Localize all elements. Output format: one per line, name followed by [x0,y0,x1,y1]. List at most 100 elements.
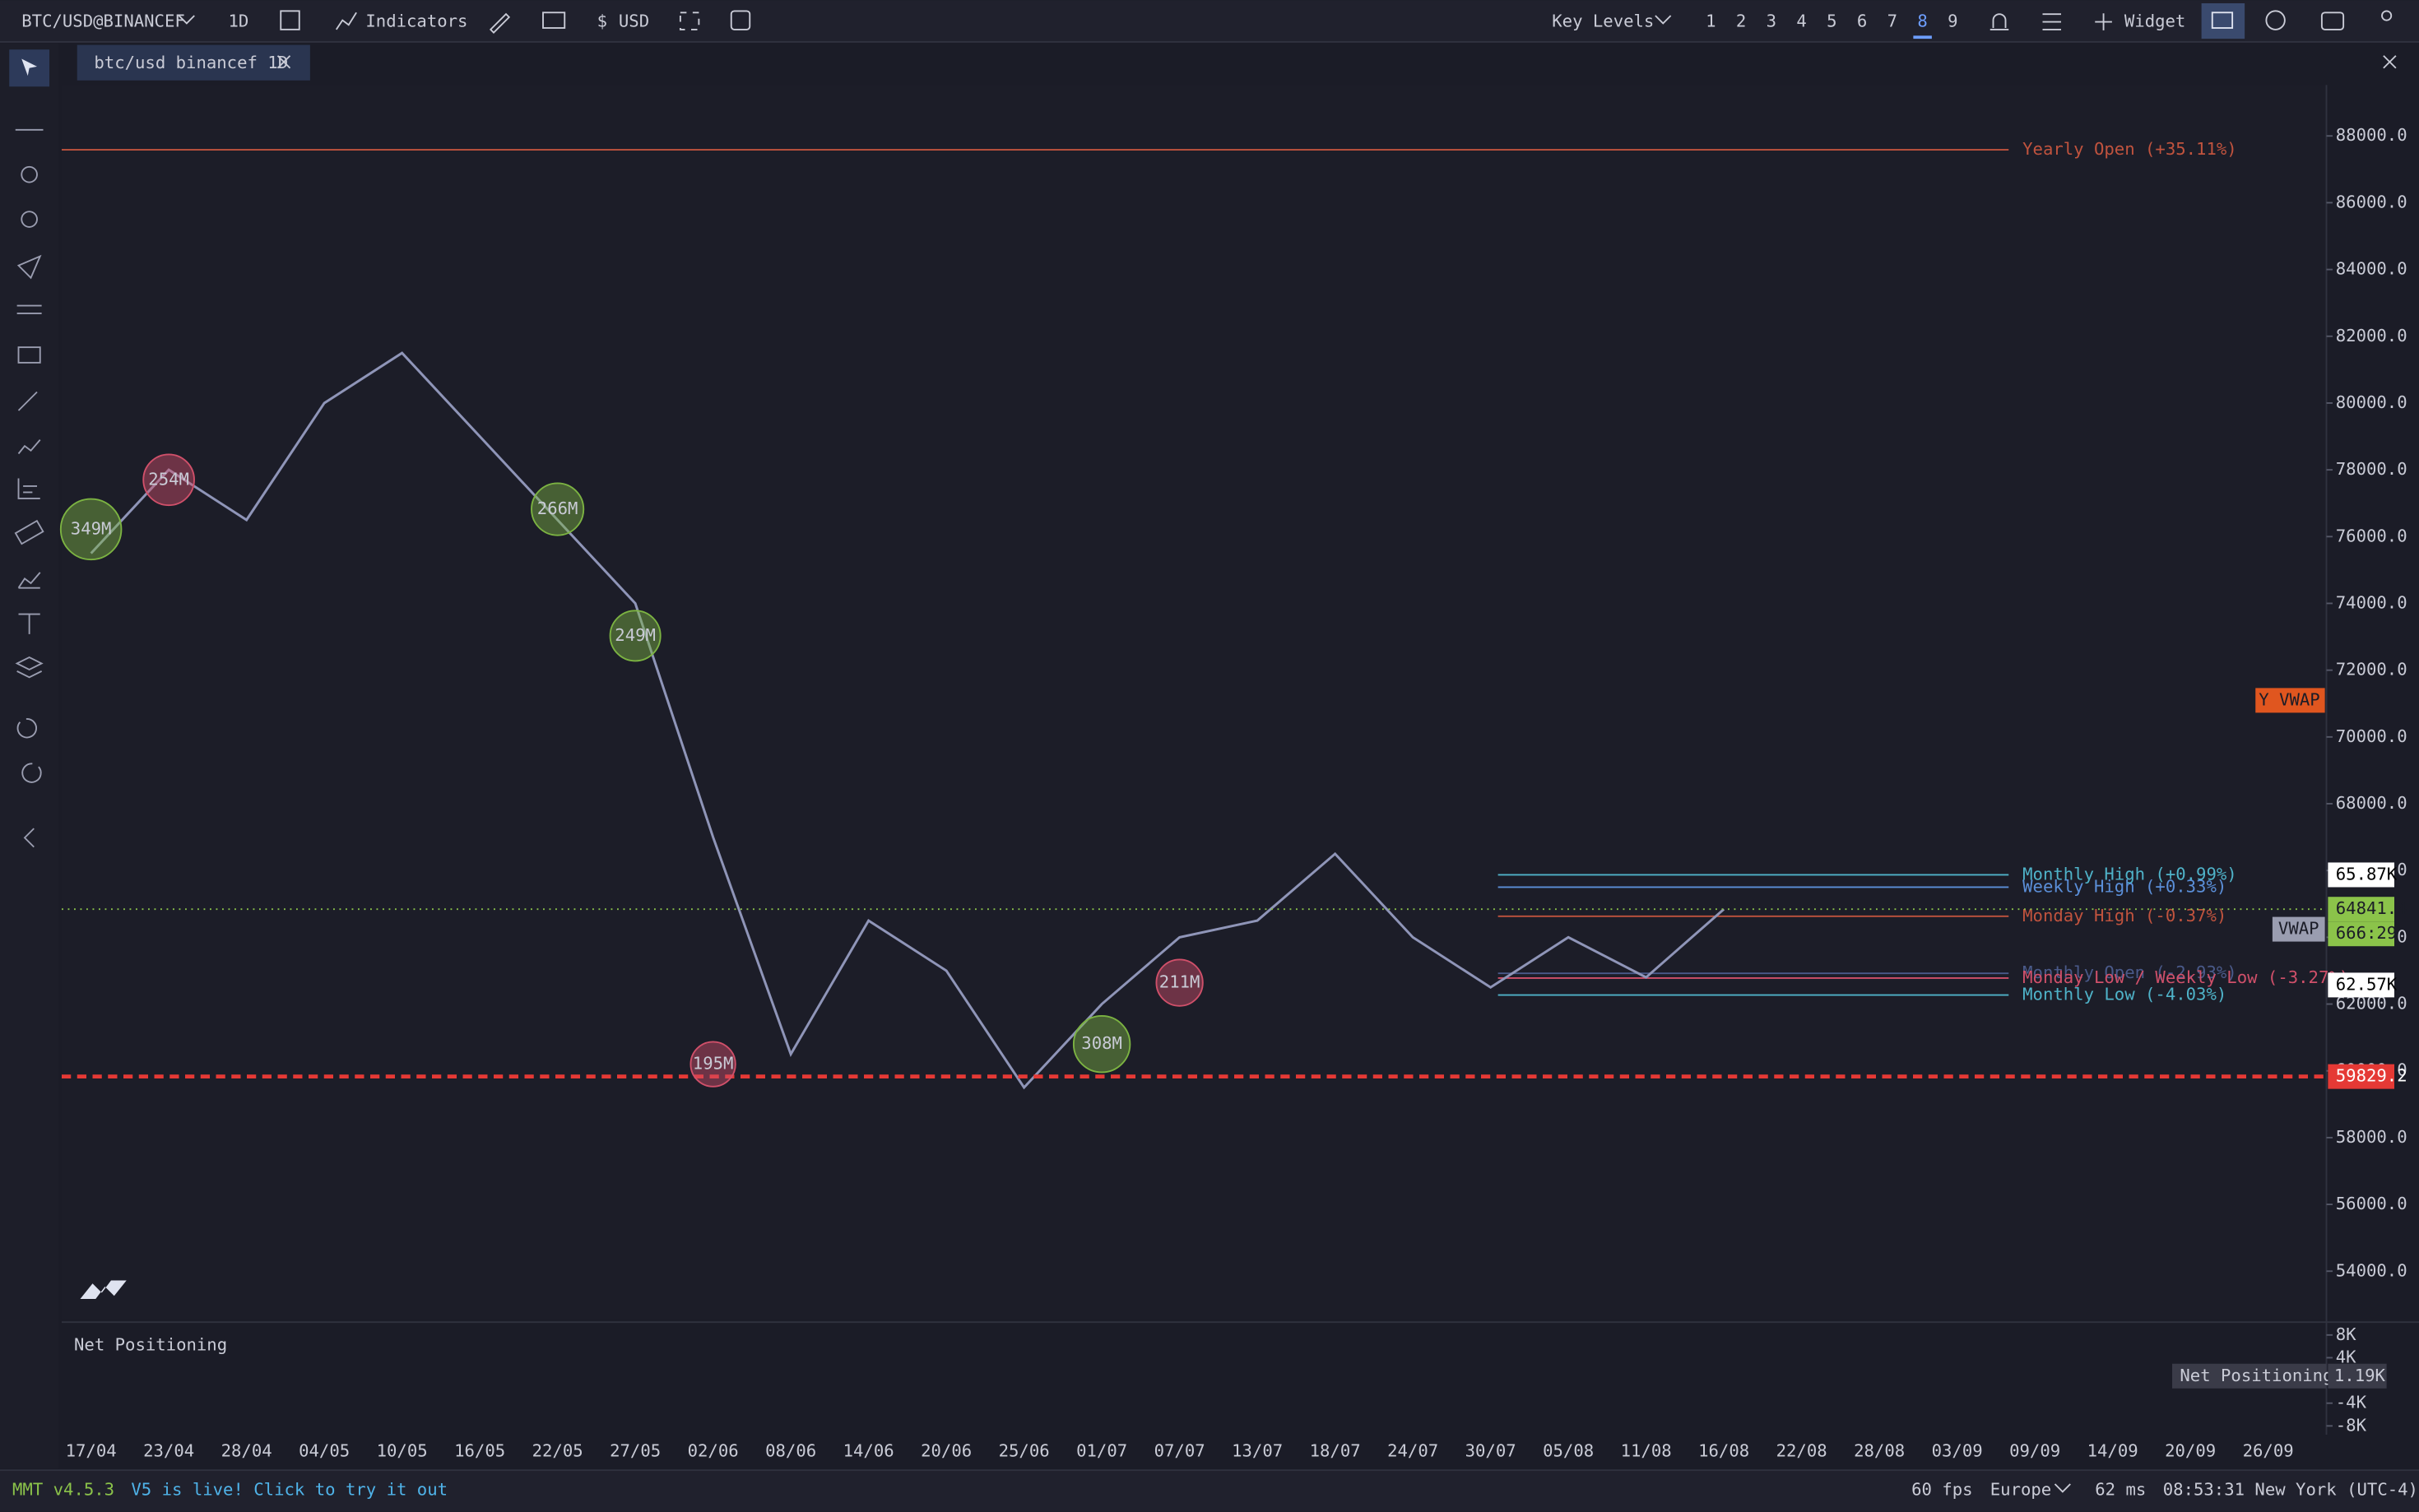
layout-button[interactable]: 2 [1736,12,1746,31]
save-button[interactable] [730,10,751,30]
close-tab-button[interactable] [276,55,291,69]
latency-label: 62 ms [2095,1480,2146,1500]
y-tick-label: -4K [2336,1393,2367,1412]
y-tick-label: 76000.0 [2336,526,2407,545]
symbol-button[interactable]: BTC/USD@BINANCEF [21,12,185,31]
version-label: MMT v4.5.3 [12,1480,114,1500]
undo-button[interactable] [16,718,37,739]
collapse-button[interactable] [23,828,35,848]
forecast-tool[interactable] [17,572,41,589]
brush-tool[interactable] [17,391,38,411]
send-tool[interactable] [16,254,42,280]
x-tick-label: 16/05 [454,1441,505,1461]
y-tick-label: -8K [2336,1415,2367,1435]
ruler-tool[interactable] [14,519,44,545]
text-tool[interactable] [18,613,40,634]
chart-tab[interactable] [77,44,310,81]
layout-button[interactable]: 4 [1796,12,1806,31]
y-tick-label: 82000.0 [2336,326,2407,346]
currency-button[interactable]: USD [619,12,649,31]
screenshot-button[interactable] [2201,3,2245,39]
indicators-button[interactable]: Indicators [365,12,467,31]
y-tick-label: 88000.0 [2336,125,2407,145]
widget-button[interactable]: Widget [2124,12,2185,31]
top-toolbar [0,0,2419,42]
volume-bubble [609,610,662,662]
redo-button[interactable] [21,763,42,783]
logo [80,1280,127,1299]
price-tag [2328,897,2394,922]
y-tick-label: 4K [2336,1347,2356,1366]
region-select[interactable]: Europe [1990,1480,2051,1500]
hline-tool[interactable] [16,304,42,314]
cursor-icon [21,58,37,77]
status-bar [0,1470,2419,1512]
key-level-label: Yearly Open (+35.11%) [2022,139,2237,159]
list-button[interactable] [2042,13,2062,30]
account-button[interactable] [2381,10,2393,21]
chart-type-button[interactable] [280,10,300,30]
chart-tool[interactable] [17,439,41,455]
interval-button[interactable]: 1D [229,12,249,31]
x-tick-label: 11/08 [1621,1441,1672,1461]
layers-tool[interactable] [15,656,44,679]
x-tick-label: 20/09 [2165,1441,2216,1461]
bubble-label: 266M [537,499,578,518]
x-tick-label: 10/05 [377,1441,428,1461]
bubble-label: 254M [148,469,189,489]
settings-button[interactable] [2265,10,2286,30]
bubble-label: 249M [615,625,656,645]
layout-button[interactable]: 9 [1948,12,1957,31]
layout-button[interactable]: 5 [1827,12,1836,31]
x-tick-label: 08/06 [765,1441,816,1461]
fib-tool[interactable] [21,165,38,183]
layout-buttons: 1 2 3 4 5 6 7 8 9 [1706,12,1958,39]
x-tick-label: 28/04 [221,1441,272,1461]
key-level-label: Monday High (-0.37%) [2022,906,2226,925]
path-tool[interactable] [21,211,38,228]
dropdown-icon [1655,15,1672,25]
volume-bubble [1072,1015,1131,1074]
layout-button[interactable]: 1 [1706,12,1716,31]
layout-button[interactable]: 8 [1917,12,1927,31]
countdown-label: 666:29 [2336,923,2397,943]
announcement-link[interactable]: V5 is live! Click to try it out [131,1480,448,1500]
volume-bubble [689,1041,736,1088]
yvwap-tag [2255,688,2325,713]
vwap-label: VWAP [2278,919,2319,939]
folder-button[interactable] [542,12,566,29]
clock-label: 08:53:31 New York (UTC-4) [2163,1480,2418,1500]
x-tick-label: 17/04 [66,1441,117,1461]
y-tick-label: 80000.0 [2336,392,2407,412]
volume-bubble [142,453,195,507]
y-tick-label: 84000.0 [2336,259,2407,279]
bot-button[interactable] [2320,12,2345,30]
price-tag-label: 59829.2 [2336,1066,2407,1086]
bubble-label: 211M [1159,972,1200,992]
layout-button[interactable]: 3 [1767,12,1776,31]
layout-button[interactable]: 7 [1887,12,1897,31]
x-tick-label: 14/09 [2087,1441,2138,1461]
rect-tool[interactable] [17,346,41,364]
fullscreen-button[interactable] [679,12,700,30]
y-tick-label: 86000.0 [2336,192,2407,211]
plot-area [62,85,2327,1320]
y-tick-label: 74000.0 [2336,592,2407,612]
close-panel-button[interactable] [2383,55,2397,69]
y-tick-label: 8K [2336,1324,2356,1344]
dollar-icon: $ [597,12,607,31]
draw-button[interactable] [489,12,511,34]
net-positioning-pane: Net Positioning 8K 4K -4K -8K Net Positioning… [74,1324,2387,1435]
volume-bubble [531,482,585,536]
y-tick-label: 54000.0 [2336,1260,2407,1280]
plus-icon [2095,13,2112,30]
key-levels-button[interactable]: Key Levels [1552,12,1654,31]
alerts-button[interactable] [1990,13,2009,30]
y-tick-label: 70000.0 [2336,726,2407,746]
pane-tag-value: 1.19K [2334,1366,2386,1385]
layout-button[interactable]: 6 [1857,12,1867,31]
measure-tool[interactable] [17,478,40,499]
left-toolbar [0,43,59,1469]
x-tick-label: 01/07 [1076,1441,1127,1461]
